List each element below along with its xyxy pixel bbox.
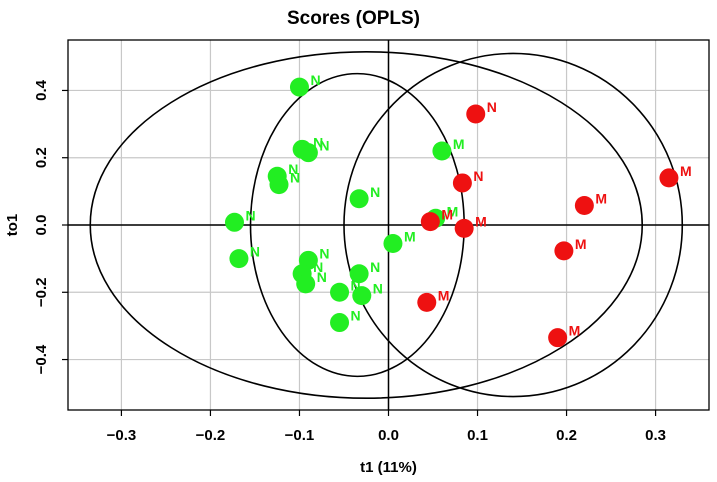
point-label-red: M: [569, 323, 581, 339]
point-label-red: M: [680, 163, 692, 179]
x-axis-ticks: −0.3 −0.2 −0.1 0.0 0.1 0.2 0.3: [107, 410, 666, 444]
point-label-green: N: [319, 245, 329, 261]
point-label-green: M: [453, 136, 465, 152]
data-point-red: [554, 241, 574, 261]
point-label-red: M: [575, 236, 587, 252]
chart-title: Scores (OPLS): [287, 8, 420, 29]
point-label-green: N: [250, 244, 260, 260]
x-axis-label: t1 (11%): [360, 459, 417, 476]
data-point-green: [229, 249, 249, 269]
x-tick-label: −0.1: [285, 427, 315, 444]
point-label-green: N: [290, 170, 300, 186]
x-tick-label: 0.0: [378, 427, 399, 444]
data-point-red: [466, 104, 486, 124]
data-point-green: [330, 313, 350, 333]
data-point-green: [289, 77, 309, 97]
data-point-red: [454, 218, 474, 238]
data-point-red: [574, 195, 594, 215]
point-label-red: M: [441, 207, 453, 223]
point-label-green: N: [319, 138, 329, 154]
point-label-green: N: [351, 308, 361, 324]
point-label-green: N: [310, 72, 320, 88]
data-point-red: [452, 173, 472, 193]
x-tick-label: 0.3: [645, 427, 666, 444]
point-label-green: N: [351, 277, 361, 293]
y-tick-label: −0.2: [33, 277, 50, 307]
point-label-green: N: [373, 281, 383, 297]
point-label-red: M: [475, 213, 487, 229]
data-point-red: [659, 168, 679, 188]
point-label-green: M: [404, 229, 416, 245]
origin-lines: [68, 40, 709, 410]
point-label-green: N: [313, 134, 323, 150]
point-label-green: N: [288, 161, 298, 177]
point-label-green: N: [370, 259, 380, 275]
point-label-green: M: [447, 203, 459, 219]
data-point-green: [296, 274, 316, 294]
data-point-green: [352, 286, 372, 306]
data-point-green: [298, 143, 318, 163]
point-label-red: M: [438, 287, 450, 303]
y-axis-ticks: −0.4 −0.2 0.0 0.2 0.4: [33, 79, 68, 374]
x-tick-label: −0.3: [107, 427, 137, 444]
point-label-green: N: [370, 184, 380, 200]
point-label-red: N: [487, 99, 497, 115]
y-tick-label: −0.4: [33, 344, 50, 374]
y-tick-label: 0.2: [33, 147, 50, 168]
data-point-green: [432, 141, 452, 161]
data-point-green: [349, 189, 369, 209]
data-point-green: [383, 234, 403, 253]
y-tick-label: 0.4: [33, 79, 50, 101]
data-point-green: [330, 282, 350, 302]
data-point-green: [224, 212, 244, 232]
data-point-green: [269, 175, 289, 195]
x-tick-label: 0.2: [556, 427, 577, 444]
data-point-red: [548, 328, 568, 348]
point-label-red: M: [595, 190, 607, 206]
point-label-red: N: [473, 168, 483, 184]
y-axis-label: to1: [4, 214, 21, 237]
data-point-red: [417, 292, 437, 312]
data-point-green: [349, 264, 369, 284]
x-tick-label: 0.1: [467, 427, 488, 444]
point-label-green: N: [245, 207, 255, 223]
x-tick-label: −0.2: [196, 427, 226, 444]
y-tick-label: 0.0: [33, 215, 50, 236]
point-label-green: N: [313, 259, 323, 275]
point-label-green: N: [317, 269, 327, 285]
data-point-red: [420, 212, 440, 232]
